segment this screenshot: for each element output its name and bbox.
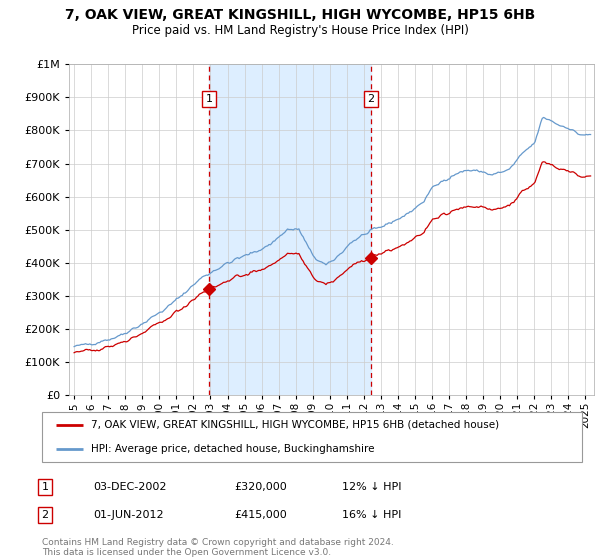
Text: 16% ↓ HPI: 16% ↓ HPI xyxy=(342,510,401,520)
Text: 03-DEC-2002: 03-DEC-2002 xyxy=(93,482,167,492)
Text: 7, OAK VIEW, GREAT KINGSHILL, HIGH WYCOMBE, HP15 6HB: 7, OAK VIEW, GREAT KINGSHILL, HIGH WYCOM… xyxy=(65,8,535,22)
Text: HPI: Average price, detached house, Buckinghamshire: HPI: Average price, detached house, Buck… xyxy=(91,444,374,454)
Text: Price paid vs. HM Land Registry's House Price Index (HPI): Price paid vs. HM Land Registry's House … xyxy=(131,24,469,36)
Text: Contains HM Land Registry data © Crown copyright and database right 2024.
This d: Contains HM Land Registry data © Crown c… xyxy=(42,538,394,557)
Text: 01-JUN-2012: 01-JUN-2012 xyxy=(93,510,164,520)
Text: 2: 2 xyxy=(367,94,374,104)
Text: 1: 1 xyxy=(41,482,49,492)
Text: £320,000: £320,000 xyxy=(234,482,287,492)
FancyBboxPatch shape xyxy=(42,412,582,462)
Text: 12% ↓ HPI: 12% ↓ HPI xyxy=(342,482,401,492)
Bar xyxy=(209,64,371,395)
Text: 2: 2 xyxy=(41,510,49,520)
Text: £415,000: £415,000 xyxy=(234,510,287,520)
Text: 1: 1 xyxy=(206,94,212,104)
Text: 7, OAK VIEW, GREAT KINGSHILL, HIGH WYCOMBE, HP15 6HB (detached house): 7, OAK VIEW, GREAT KINGSHILL, HIGH WYCOM… xyxy=(91,419,499,430)
